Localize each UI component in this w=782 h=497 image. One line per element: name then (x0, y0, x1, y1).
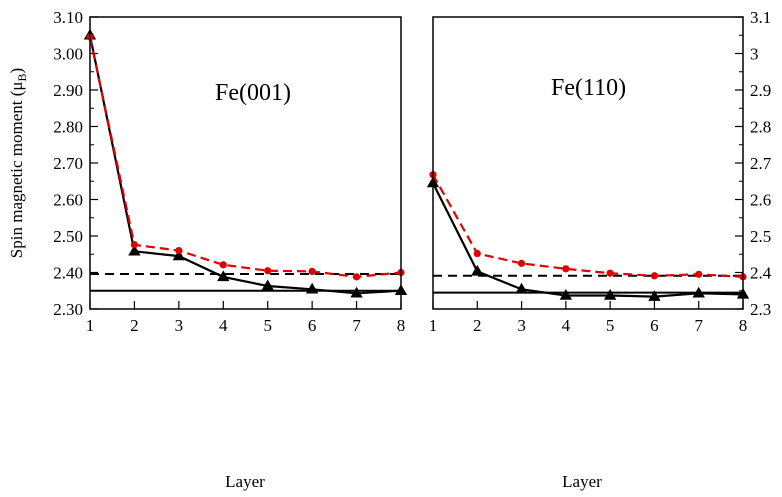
panel-fe001-red-circle-point (308, 267, 316, 276)
panel-fe110-ytick-label: 2.9 (750, 81, 771, 100)
panel-fe110-ytick-label: 3.1 (750, 8, 771, 27)
panel-fe110-black-triangle-point (603, 288, 617, 300)
panel-fe110-red-circle-point (473, 249, 481, 258)
panel-fe110: 2.3 2.4 2.5 2.6 2.7 2.8 2.9 3 3.1 1 2 3 4 5 6 7 8 Fe(110… (426, 8, 772, 491)
panel-fe110-red-circle-point (606, 269, 614, 277)
panel-fe001-xtick-label: 4 (219, 316, 228, 335)
panel-fe001-ytick-label: 2.30 (53, 300, 83, 319)
panel-fe110-black-series-line (432, 182, 744, 298)
panel-fe001-black-triangle-point (350, 286, 363, 298)
panel-fe110-xlabel: Layer (562, 472, 602, 491)
panel-fe001-ytick-label: 3.10 (53, 8, 83, 27)
panel-fe001-xtick-label: 8 (397, 316, 406, 335)
panel-fe110-ytick-label: 2.7 (750, 154, 772, 173)
panel-fe001-red-dashed-series-line (88, 36, 402, 279)
panel-fe110-ytick-label: 3 (750, 45, 759, 64)
panel-fe001-xtick-label: 5 (263, 316, 272, 335)
panel-fe001-ylabel: Spin magnetic moment (μB) (7, 68, 29, 258)
panel-fe110-ytick-label: 2.6 (750, 191, 771, 210)
panel-fe001-frame (89, 16, 402, 310)
panel-fe110-ytick-label: 2.8 (750, 118, 771, 137)
panel-fe110-red-dashed-series-line (432, 174, 744, 278)
panel-fe001-xtick-label: 2 (130, 316, 139, 335)
panel-fe001-ytick-label: 2.40 (53, 264, 83, 283)
panel-fe110-grid-layer: 2.3 2.4 2.5 2.6 2.7 2.8 2.9 3 3.1 1 2 3 4 5 6 7 8 (426, 8, 772, 335)
panel-fe001-ytick-label: 2.50 (53, 227, 83, 246)
panel-fe110-black-triangle-point (471, 264, 484, 276)
panel-fe001-xtick-label: 7 (352, 316, 361, 335)
panel-fe110-xtick-label: 6 (650, 316, 659, 335)
panel-fe110-black-triangle-point (515, 282, 528, 294)
panel-fe110-black-triangle-point (692, 286, 705, 298)
panel-fe001-xtick-label: 1 (86, 316, 95, 335)
panel-fe001-red-circle-point (219, 261, 227, 269)
panel-fe110-xtick-label: 2 (473, 316, 482, 335)
panel-fe110-red-circle-point (650, 272, 659, 280)
panel-fe001-black-triangle-point (261, 279, 274, 291)
panel-fe001-black-triangle-point (217, 270, 230, 282)
panel-fe001-red-circle-point (130, 241, 139, 249)
panel-fe110-xtick-label: 1 (429, 316, 438, 335)
panel-fe001-black-triangle-point (305, 282, 319, 294)
panel-fe110-xtick-label: 8 (739, 316, 748, 335)
panel-fe001-xtick-label: 3 (175, 316, 184, 335)
panel-fe001-black-triangle-point (172, 249, 186, 261)
panel-fe001-red-circle-point (175, 247, 183, 255)
panel-fe001-title: Fe(001) (215, 80, 291, 106)
panel-fe001-ytick-label: 2.60 (53, 191, 83, 210)
panel-fe001-ytick-label: 3.00 (53, 45, 83, 64)
panel-fe110-ytick-label: 2.4 (750, 264, 772, 283)
panel-fe001-red-circle-point (352, 273, 361, 281)
panel-fe001-black-triangle-point (128, 244, 141, 256)
panel-fe110-ytick-label: 2.3 (750, 300, 771, 319)
panel-fe001-ytick-label: 2.80 (53, 118, 83, 137)
panel-fe110-frame (432, 16, 744, 310)
panel-fe110-title: Fe(110) (551, 75, 626, 101)
panel-fe001-xlabel: Layer (225, 472, 265, 491)
panel-fe001-grid-layer: 2.30 2.40 2.50 2.60 2.70 2.80 2.90 3.00 3.10 1 2 3 4… (53, 8, 408, 335)
panel-fe110-ytick-label: 2.5 (750, 227, 771, 246)
panel-fe001-ytick-label: 2.90 (53, 81, 83, 100)
panel-fe001-xtick-label: 6 (308, 316, 317, 335)
panel-fe110-xtick-label: 5 (606, 316, 615, 335)
panel-fe001-ytick-label: 2.70 (53, 154, 83, 173)
panel-fe110-black-triangle-point (559, 288, 573, 300)
panel-fe110-red-circle-point (562, 265, 570, 273)
panel-fe110-xtick-label: 7 (694, 316, 703, 335)
panel-fe001-red-circle-point (264, 267, 272, 275)
panel-fe110-black-triangle-point (648, 290, 661, 301)
panel-fe001-black-series-line (88, 35, 402, 295)
panel-fe110-red-circle-point (517, 259, 526, 267)
panel-fe110-xtick-label: 3 (517, 316, 526, 335)
panel-fe001: 2.30 2.40 2.50 2.60 2.70 2.80 2.90 3.00 3.10 1 2 3 4… (7, 8, 408, 491)
panel-fe110-red-circle-point (695, 270, 703, 278)
panel-fe110-xtick-label: 4 (562, 316, 571, 335)
